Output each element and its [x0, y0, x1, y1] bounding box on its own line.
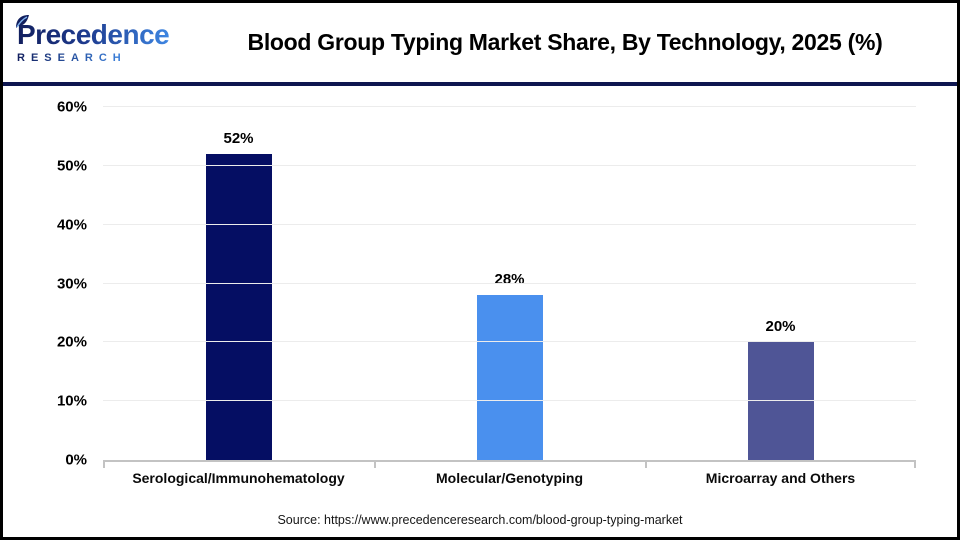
source-note: Source: https://www.precedenceresearch.c…	[277, 513, 683, 527]
brand-logo: Precedence RESEARCH	[16, 14, 185, 65]
plot-area: 52% 28% 20% 0% 10% 20% 30% 40% 50% 60%	[57, 99, 916, 469]
bar-group: 28%	[374, 107, 645, 460]
y-axis-tick-label: 10%	[56, 392, 87, 410]
y-axis-tick-label: 50%	[56, 157, 87, 175]
y-axis-tick-label: 20%	[56, 333, 87, 351]
x-axis-tick	[644, 462, 647, 468]
gridline	[103, 400, 916, 402]
leaf-icon	[14, 14, 30, 34]
x-axis-labels: Serological/Immunohematology Molecular/Ge…	[103, 470, 916, 486]
x-axis-label: Molecular/Genotyping	[435, 470, 583, 486]
bars: 52% 28% 20%	[103, 107, 916, 460]
bar-group: 20%	[645, 107, 916, 460]
gridline	[103, 106, 916, 107]
bar	[476, 295, 543, 460]
x-axis-tick	[103, 462, 105, 468]
gridline	[103, 164, 916, 166]
gridline	[103, 341, 916, 343]
y-axis-tick-label: 30%	[56, 275, 87, 292]
bar-value-label: 20%	[765, 318, 796, 336]
bar-value-label: 28%	[494, 271, 525, 289]
header: Precedence RESEARCH Blood Group Typing M…	[3, 3, 957, 86]
bar-group: 52%	[103, 107, 374, 460]
x-axis-label: Serological/Immunohematology	[132, 470, 345, 486]
bar	[205, 154, 272, 460]
y-axis-tick-label: 60%	[56, 98, 87, 116]
y-axis-tick-label: 0%	[65, 451, 87, 469]
bar-value-label: 52%	[223, 130, 254, 148]
gridline	[103, 282, 916, 284]
x-axis-tick	[914, 462, 916, 468]
x-axis-label: Microarray and Others	[705, 470, 856, 486]
bar	[747, 342, 814, 460]
gridline	[103, 223, 916, 225]
x-axis-tick	[373, 462, 376, 468]
brand-name: Precedence	[17, 18, 170, 50]
y-axis-tick-label: 40%	[56, 216, 87, 234]
page-title: Blood Group Typing Market Share, By Tech…	[247, 29, 883, 55]
brand-subtitle: RESEARCH	[17, 51, 127, 64]
